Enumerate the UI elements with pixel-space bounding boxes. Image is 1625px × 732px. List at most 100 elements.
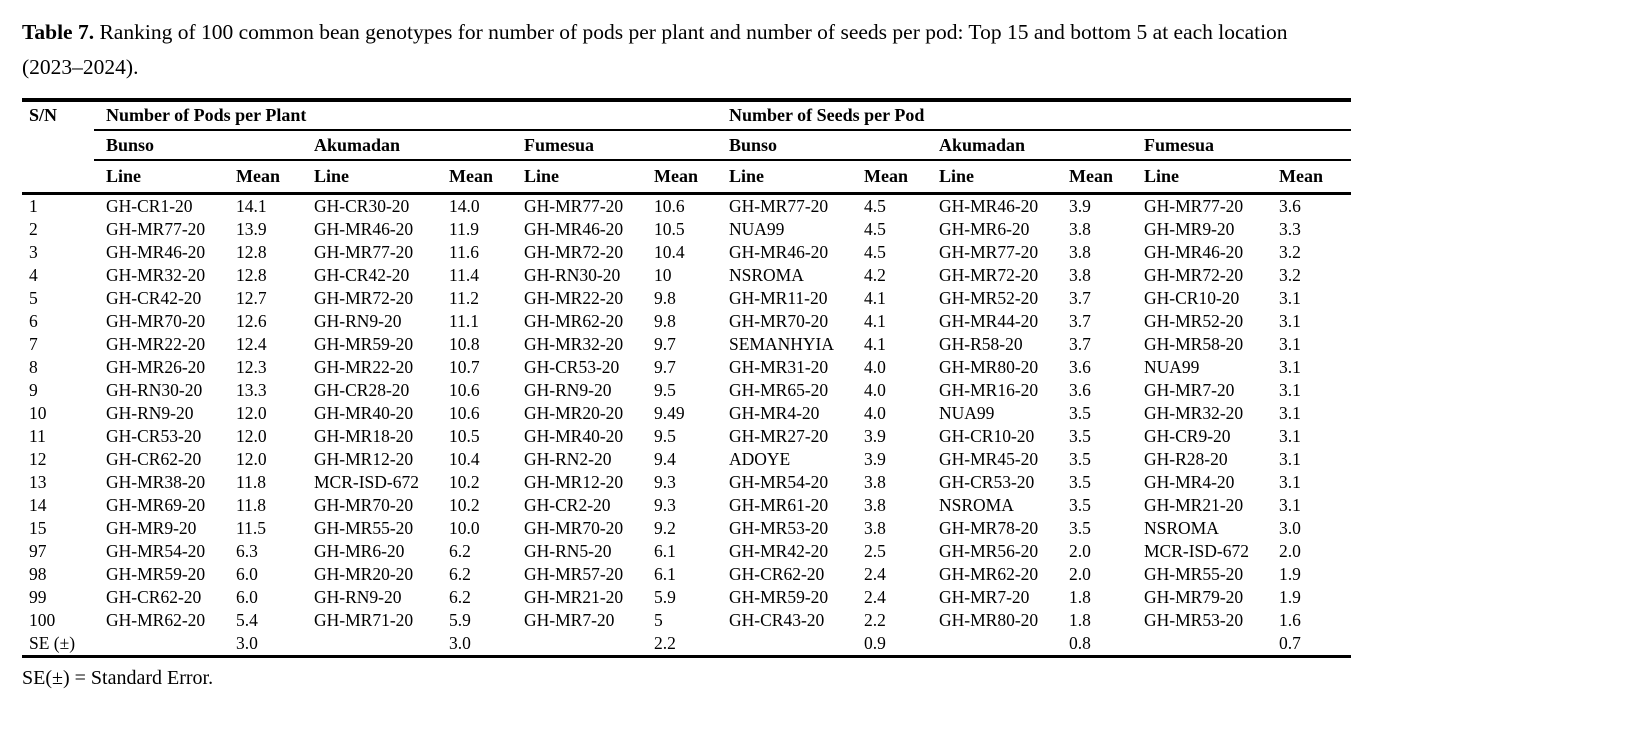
mean-cell: 3.6 <box>1279 196 1301 216</box>
mean-column-header: Mean <box>642 160 717 195</box>
mean-cell: 3.1 <box>1279 495 1301 515</box>
mean-cell: 3.1 <box>1279 357 1301 377</box>
line-cell: GH-MR59-20 <box>314 334 414 354</box>
sn-cell: 5 <box>29 288 38 308</box>
line-cell: GH-MR9-20 <box>106 518 197 538</box>
line-cell: GH-MR4-20 <box>729 403 820 423</box>
mean-cell: 1.9 <box>1279 564 1301 584</box>
mean-cell: 4.1 <box>864 288 886 308</box>
line-cell: NSROMA <box>939 495 1014 515</box>
line-cell: GH-MR46-20 <box>524 219 624 239</box>
line-cell: NSROMA <box>729 265 804 285</box>
location-header-bunso: Bunso <box>717 130 927 161</box>
mean-cell: 3.8 <box>1069 242 1091 262</box>
line-cell: MCR-ISD-672 <box>314 472 420 492</box>
line-cell: GH-CR53-20 <box>106 426 202 446</box>
location-header-akumadan: Akumadan <box>927 130 1132 161</box>
mean-cell: 2.2 <box>654 633 676 653</box>
line-cell: GH-CR42-20 <box>314 265 410 285</box>
line-cell: GH-MR62-20 <box>106 610 206 630</box>
mean-cell: 6.3 <box>236 541 258 561</box>
mean-cell: 2.4 <box>864 564 886 584</box>
table-row: 9 GH-RN30-20 13.3 GH-CR28-20 10.6 GH-RN9-20 9.… <box>22 379 1351 402</box>
mean-cell: 3.8 <box>1069 219 1091 239</box>
mean-cell: 2.0 <box>1069 541 1091 561</box>
mean-cell: 9.2 <box>654 518 676 538</box>
line-cell: GH-CR62-20 <box>106 449 202 469</box>
line-cell: GH-MR31-20 <box>729 357 829 377</box>
mean-cell: 3.9 <box>1069 196 1091 216</box>
sn-cell: 12 <box>29 449 47 469</box>
mean-cell: 10.4 <box>654 242 685 262</box>
line-cell: GH-MR77-20 <box>729 196 829 216</box>
sn-cell: 2 <box>29 219 38 239</box>
sn-cell: 10 <box>29 403 47 423</box>
mean-column-header: Mean <box>1057 160 1132 195</box>
line-cell: GH-MR56-20 <box>939 541 1039 561</box>
line-cell: GH-MR32-20 <box>1144 403 1244 423</box>
mean-cell: 3.7 <box>1069 334 1091 354</box>
line-cell: GH-MR79-20 <box>1144 587 1244 607</box>
mean-cell: 10.8 <box>449 334 480 354</box>
line-cell: GH-MR53-20 <box>729 518 829 538</box>
table-row: SE (±) 3.0 3.0 2.2 0.9 0.8 0.7 <box>22 632 1351 657</box>
line-cell: GH-CR30-20 <box>314 196 410 216</box>
mean-column-header: Mean <box>437 160 512 195</box>
sn-cell: 9 <box>29 380 38 400</box>
line-cell: GH-CR53-20 <box>524 357 620 377</box>
line-cell: GH-MR58-20 <box>1144 334 1244 354</box>
line-cell: GH-MR46-20 <box>1144 242 1244 262</box>
line-cell: GH-MR80-20 <box>939 610 1039 630</box>
line-cell: GH-MR61-20 <box>729 495 829 515</box>
line-cell: GH-MR59-20 <box>729 587 829 607</box>
line-cell <box>302 632 437 657</box>
line-cell: GH-MR18-20 <box>314 426 414 446</box>
line-cell: GH-MR21-20 <box>1144 495 1244 515</box>
mean-cell: 3.1 <box>1279 472 1301 492</box>
mean-cell: 1.6 <box>1279 610 1301 630</box>
mean-cell: 14.1 <box>236 196 267 216</box>
mean-cell: 11.9 <box>449 219 479 239</box>
line-cell: GH-RN9-20 <box>524 380 612 400</box>
line-cell: NUA99 <box>729 219 785 239</box>
line-cell: GH-MR4-20 <box>1144 472 1235 492</box>
mean-cell: 4.2 <box>864 265 886 285</box>
line-cell: GH-CR9-20 <box>1144 426 1231 446</box>
mean-cell: 10.5 <box>654 219 685 239</box>
table-number: Table 7. <box>22 20 95 44</box>
line-cell: GH-MR32-20 <box>524 334 624 354</box>
mean-cell: 5 <box>654 610 663 630</box>
mean-cell: 3.5 <box>1069 449 1091 469</box>
mean-cell: 12.0 <box>236 426 267 446</box>
line-cell <box>717 632 852 657</box>
line-cell: GH-MR20-20 <box>314 564 414 584</box>
mean-cell: 0.7 <box>1279 633 1301 653</box>
mean-cell: 6.1 <box>654 541 676 561</box>
table-row: 99 GH-CR62-20 6.0 GH-RN9-20 6.2 GH-MR21-20 5.9… <box>22 586 1351 609</box>
mean-cell: 6.2 <box>449 564 471 584</box>
mean-column-header: Mean <box>1267 160 1352 195</box>
line-cell: GH-MR70-20 <box>314 495 414 515</box>
mean-cell: 2.2 <box>864 610 886 630</box>
line-cell: GH-MR55-20 <box>314 518 414 538</box>
line-cell: GH-RN9-20 <box>314 311 402 331</box>
line-cell: GH-MR46-20 <box>106 242 206 262</box>
table-row: 1 GH-CR1-20 14.1 GH-CR30-20 14.0 GH-MR77-20 10… <box>22 194 1351 219</box>
column-header-row: Line Mean Line Mean Line Mean Line Mean … <box>22 160 1352 195</box>
line-cell: GH-MR53-20 <box>1144 610 1244 630</box>
mean-cell: 9.5 <box>654 426 676 446</box>
mean-cell: 3.5 <box>1069 495 1091 515</box>
line-cell: GH-CR2-20 <box>524 495 611 515</box>
line-cell: GH-MR59-20 <box>106 564 206 584</box>
sn-cell: SE (±) <box>29 633 76 653</box>
table-row: 6 GH-MR70-20 12.6 GH-RN9-20 11.1 GH-MR62-20 9.… <box>22 310 1351 333</box>
line-column-header: Line <box>302 160 437 195</box>
mean-cell: 9.3 <box>654 472 676 492</box>
mean-cell: 3.2 <box>1279 265 1301 285</box>
data-table: S/N Number of Pods per Plant Number of S… <box>22 98 1352 658</box>
sn-cell: 99 <box>29 587 47 607</box>
mean-cell: 9.4 <box>654 449 676 469</box>
line-cell: GH-MR72-20 <box>314 288 414 308</box>
line-cell: GH-MR44-20 <box>939 311 1039 331</box>
